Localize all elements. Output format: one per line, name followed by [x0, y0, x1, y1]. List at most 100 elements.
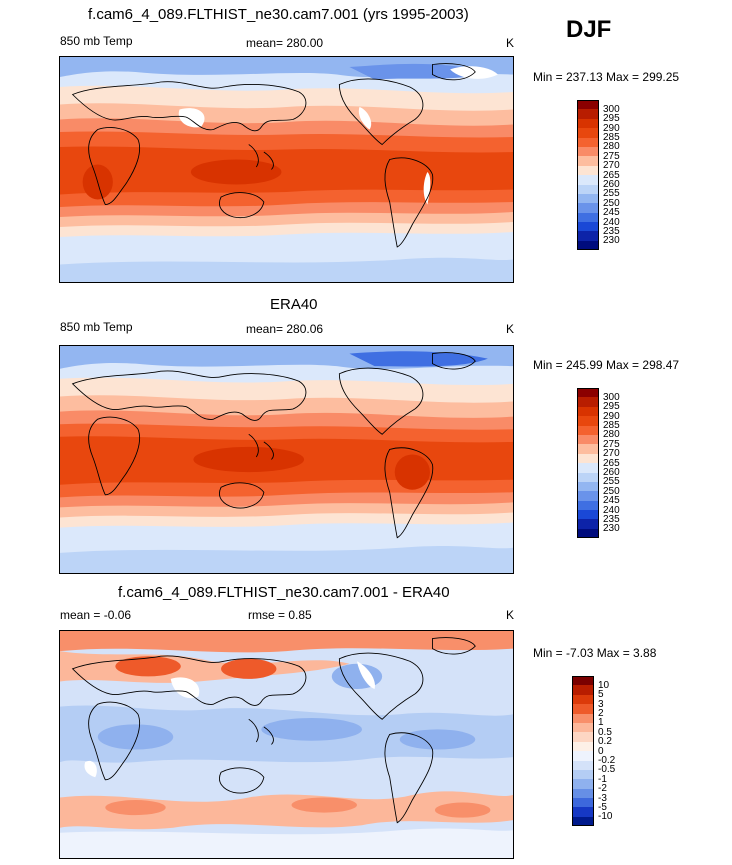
colorbar-level: 0.2 — [572, 732, 615, 747]
colorbar-tick-label: 245 — [603, 495, 620, 507]
colorbar-level: 285 — [577, 128, 620, 143]
colorbar-tick-label: 1 — [598, 717, 604, 729]
colorbar-tick-label: 295 — [603, 401, 620, 413]
colorbar-swatch — [572, 751, 594, 761]
colorbar-swatch — [577, 528, 599, 539]
colorbar-swatch — [572, 788, 594, 799]
panel-2-map-field — [60, 346, 513, 573]
colorbar-tick-label: 240 — [603, 504, 620, 516]
colorbar-level: -5 — [572, 798, 615, 812]
colorbar-tick-label: 240 — [603, 216, 620, 228]
colorbar-tick-label: 280 — [603, 429, 620, 441]
panel-2-map — [59, 345, 514, 574]
colorbar-tick-label: -2 — [598, 783, 607, 795]
colorbar-level: 270 — [577, 444, 620, 459]
colorbar-swatch — [572, 769, 594, 780]
panel-1-minmax: Min = 237.13 Max = 299.25 — [533, 70, 680, 84]
colorbar-swatch — [577, 500, 599, 511]
colorbar-tick-label: 0 — [598, 745, 604, 757]
colorbar-tick-label: 235 — [603, 225, 620, 237]
colorbar-swatch — [577, 444, 599, 454]
colorbar-level: -1 — [572, 769, 615, 784]
colorbar-swatch — [572, 685, 594, 695]
colorbar-level: 255 — [577, 184, 620, 199]
colorbar-swatch — [577, 137, 599, 147]
colorbar-tick-label: 285 — [603, 420, 620, 432]
colorbar-swatch — [577, 481, 599, 492]
colorbar-level: 245 — [577, 491, 620, 506]
colorbar-swatch — [577, 184, 599, 194]
panel-1-map — [59, 56, 514, 283]
colorbar-level: 285 — [577, 416, 620, 431]
colorbar-level: 275 — [577, 146, 620, 161]
colorbar-tick-label: -3 — [598, 792, 607, 804]
colorbar-swatch — [577, 510, 599, 520]
colorbar-level: 240 — [577, 212, 620, 227]
colorbar-swatch — [577, 118, 599, 129]
colorbar-tick-label: 300 — [603, 103, 620, 115]
colorbar-swatch — [572, 760, 594, 770]
panel-1-map-field — [60, 57, 513, 282]
colorbar-tick-label: 235 — [603, 513, 620, 525]
panel-3-mean-label: mean = -0.06 — [60, 608, 132, 622]
colorbar-swatch — [572, 816, 594, 827]
season-label: DJF — [566, 16, 612, 43]
colorbar-swatch — [577, 397, 599, 407]
colorbar-level: 240 — [577, 500, 620, 515]
colorbar-swatch — [577, 212, 599, 223]
colorbar-tick-label: 230 — [603, 235, 620, 247]
panel-1-colorbar: 300 295 290 285 280 275 270 265 260 255 250 245 240 2… — [577, 100, 620, 251]
colorbar-swatch — [577, 165, 599, 176]
colorbar-swatch — [577, 519, 599, 529]
panel-1-variable-label: 850 mb Temp — [60, 34, 133, 48]
colorbar-swatch — [577, 156, 599, 166]
colorbar-swatch — [577, 406, 599, 417]
colorbar-tick-label: 260 — [603, 179, 620, 190]
colorbar-swatch — [577, 463, 599, 473]
colorbar-swatch — [577, 100, 599, 110]
colorbar-swatch — [572, 713, 594, 723]
colorbar-swatch — [577, 472, 599, 482]
colorbar-level: 300 — [577, 388, 620, 402]
colorbar-tick-label: 230 — [603, 523, 620, 535]
colorbar-tick-label: 0.5 — [598, 726, 612, 738]
colorbar-level: 245 — [577, 203, 620, 218]
colorbar-level: 295 — [577, 109, 620, 124]
colorbar-swatch — [577, 491, 599, 501]
colorbar-level: -0.5 — [572, 760, 615, 775]
colorbar-swatch — [572, 732, 594, 742]
colorbar-level: 265 — [577, 165, 620, 180]
colorbar-level: 255 — [577, 472, 620, 487]
colorbar-level: 0 — [572, 741, 615, 756]
colorbar-swatch — [572, 798, 594, 808]
colorbar-tick-label: 255 — [603, 476, 620, 488]
colorbar-tick-label: 0.2 — [598, 736, 612, 748]
colorbar-level: 250 — [577, 481, 620, 496]
colorbar-tick-label: 5 — [598, 689, 604, 701]
colorbar-tick-label: 255 — [603, 188, 620, 200]
colorbar-level: 290 — [577, 118, 620, 133]
colorbar-swatch — [577, 203, 599, 213]
colorbar-level: 265 — [577, 453, 620, 468]
colorbar-level: 300 — [577, 100, 620, 114]
colorbar-swatch — [577, 193, 599, 204]
panel-2-units: K — [506, 322, 515, 336]
colorbar-swatch — [577, 175, 599, 185]
colorbar-swatch — [572, 779, 594, 789]
panel-1-title: f.cam6_4_089.FLTHIST_ne30.cam7.001 (yrs … — [88, 6, 469, 23]
colorbar-level: 280 — [577, 425, 620, 440]
colorbar-tick-label: 270 — [603, 160, 620, 172]
panel-3-minmax: Min = -7.03 Max = 3.88 — [533, 646, 657, 660]
panel-3-units: K — [506, 608, 515, 622]
colorbar-level: 280 — [577, 137, 620, 152]
colorbar-swatch — [572, 704, 594, 714]
colorbar-tick-label: 290 — [603, 122, 620, 134]
panel-3-colorbar: 10 5 3 2 1 0.5 0.2 0 -0.2 -0.5 -1 -2 -3 -5 -10 — [572, 676, 615, 827]
panel-1-units: K — [506, 36, 515, 50]
colorbar-tick-label: 275 — [603, 150, 620, 162]
colorbar-swatch — [577, 416, 599, 426]
colorbar-tick-label: -5 — [598, 801, 607, 813]
colorbar-swatch — [577, 425, 599, 435]
colorbar-swatch — [577, 240, 599, 251]
colorbar-tick-label: 3 — [598, 698, 604, 710]
